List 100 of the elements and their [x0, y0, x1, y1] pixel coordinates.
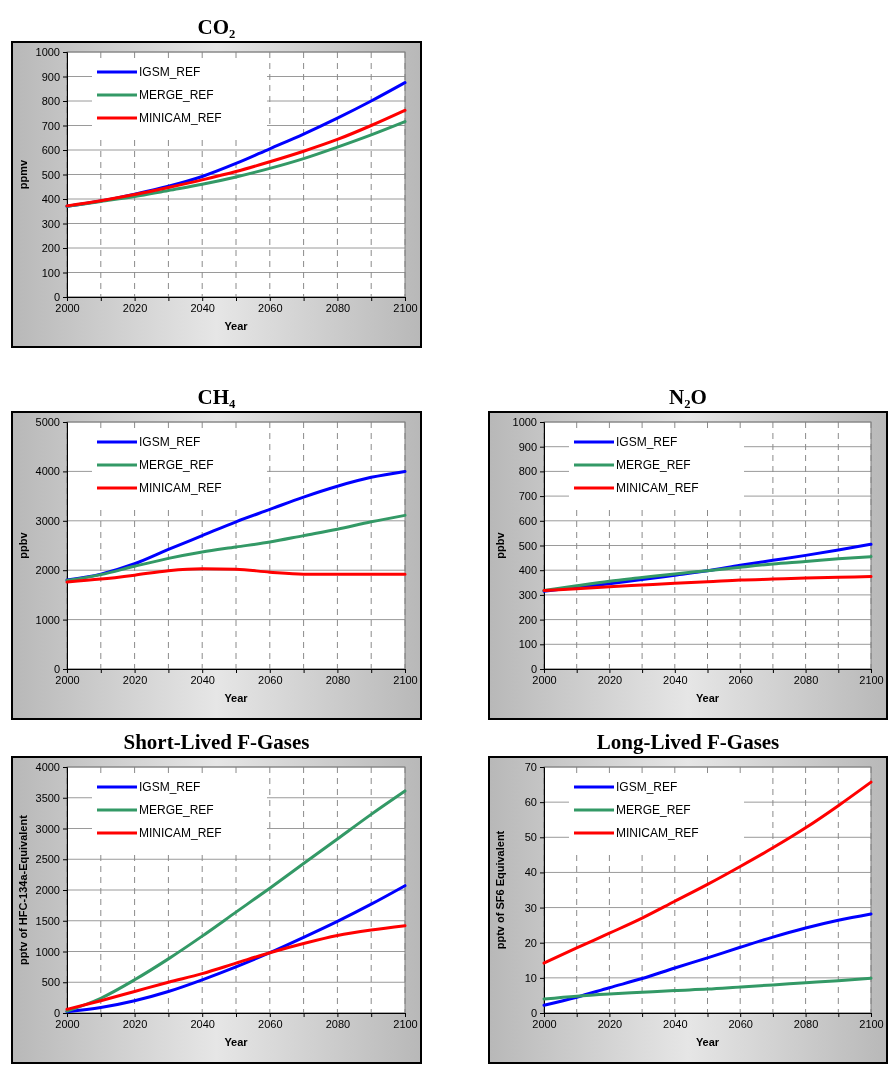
- legend-label: IGSM_REF: [616, 780, 678, 794]
- y-tick-label: 60: [524, 796, 537, 809]
- x-tick-label: 2080: [793, 673, 819, 686]
- y-tick-label: 600: [41, 144, 60, 157]
- x-tick-label: 2040: [190, 1017, 215, 1030]
- legend-label: MINICAM_REF: [139, 111, 222, 125]
- y-axis-title: ppmv: [17, 158, 29, 190]
- y-tick-label: 200: [41, 242, 60, 255]
- y-tick-label: 10: [524, 971, 537, 984]
- y-tick-label: 800: [518, 465, 537, 478]
- y-tick-label: 2500: [35, 853, 60, 866]
- y-tick-label: 1000: [35, 613, 60, 626]
- y-tick-label: 500: [518, 539, 537, 552]
- y-tick-label: 2000: [35, 884, 60, 897]
- x-tick-label: 2060: [258, 301, 283, 314]
- x-tick-label: 2100: [859, 673, 884, 686]
- chart-title: CH₄: [197, 385, 237, 409]
- y-tick-label: 40: [524, 866, 537, 879]
- x-tick-label: 2020: [122, 301, 148, 314]
- legend-label: MINICAM_REF: [616, 826, 699, 840]
- y-axis-title: pptv of HFC-134a-Equivalent: [17, 814, 29, 965]
- y-tick-label: 50: [524, 831, 537, 844]
- x-tick-label: 2020: [122, 1017, 148, 1030]
- y-tick-label: 400: [518, 564, 537, 577]
- y-tick-label: 900: [518, 440, 537, 453]
- x-tick-label: 2040: [663, 673, 688, 686]
- y-tick-label: 300: [518, 588, 537, 601]
- x-tick-label: 2060: [258, 673, 283, 686]
- y-tick-label: 400: [41, 193, 60, 206]
- y-tick-label: 1500: [35, 914, 60, 927]
- legend-label: MERGE_REF: [139, 458, 214, 472]
- x-tick-label: 2100: [859, 1017, 884, 1030]
- x-tick-label: 2080: [325, 301, 351, 314]
- line-series: [65, 567, 407, 584]
- line-series: [65, 884, 407, 1014]
- legend-label: MINICAM_REF: [616, 481, 699, 495]
- y-tick-label: 0: [53, 663, 60, 676]
- y-tick-label: 20: [524, 936, 537, 949]
- y-axis-title: pptv of SF6 Equivalent: [494, 830, 506, 950]
- legend-label: IGSM_REF: [616, 435, 678, 449]
- y-tick-label: 70: [524, 761, 537, 774]
- x-tick-label: 2060: [728, 1017, 753, 1030]
- y-axis-title: ppbv: [17, 531, 29, 559]
- legend-label: MERGE_REF: [616, 803, 691, 817]
- y-tick-label: 300: [41, 217, 60, 230]
- y-tick-label: 900: [41, 70, 60, 83]
- y-tick-label: 0: [53, 291, 60, 304]
- x-tick-label: 2020: [122, 673, 148, 686]
- x-tick-label: 2060: [728, 673, 753, 686]
- x-tick-label: 2080: [325, 1017, 351, 1030]
- chart-title: CO₂: [197, 15, 236, 39]
- y-tick-label: 3000: [35, 822, 60, 835]
- y-tick-label: 30: [524, 901, 537, 914]
- line-series: [65, 924, 407, 1011]
- x-tick-label: 2100: [393, 1017, 418, 1030]
- x-tick-label: 2100: [393, 673, 418, 686]
- y-axis-title: ppbv: [494, 531, 506, 559]
- y-tick-label: 500: [41, 976, 60, 989]
- x-tick-label: 2100: [393, 301, 418, 314]
- y-tick-label: 800: [41, 95, 60, 108]
- chart-title: Short-Lived F-Gases: [123, 730, 310, 754]
- y-tick-label: 0: [53, 1007, 60, 1020]
- y-tick-label: 100: [41, 266, 60, 279]
- x-tick-label: 2020: [597, 1017, 623, 1030]
- x-axis-title: Year: [695, 692, 720, 704]
- x-tick-label: 2020: [597, 673, 623, 686]
- y-tick-label: 5000: [35, 416, 60, 429]
- y-tick-label: 1000: [512, 416, 537, 429]
- legend-label: IGSM_REF: [139, 435, 201, 449]
- chart-title: N₂O: [669, 385, 707, 409]
- y-tick-label: 3000: [35, 514, 60, 527]
- y-tick-label: 2000: [35, 564, 60, 577]
- y-tick-label: 500: [41, 168, 60, 181]
- y-tick-label: 1000: [35, 945, 60, 958]
- x-axis-title: Year: [695, 1036, 720, 1048]
- line-series: [542, 976, 873, 1001]
- y-tick-label: 600: [518, 514, 537, 527]
- x-tick-label: 2040: [190, 673, 215, 686]
- x-axis-title: Year: [224, 692, 249, 704]
- y-tick-label: 4000: [35, 465, 60, 478]
- line-series: [542, 780, 873, 965]
- y-tick-label: 0: [530, 1007, 537, 1020]
- legend-label: IGSM_REF: [139, 780, 201, 794]
- x-tick-label: 2060: [258, 1017, 283, 1030]
- y-tick-label: 200: [518, 613, 537, 626]
- y-tick-label: 1000: [35, 46, 60, 59]
- y-tick-label: 700: [41, 119, 60, 132]
- legend-label: MERGE_REF: [139, 803, 214, 817]
- x-axis-title: Year: [224, 320, 249, 332]
- x-axis-title: Year: [224, 1036, 249, 1048]
- x-tick-label: 2040: [190, 301, 215, 314]
- y-tick-label: 3500: [35, 791, 60, 804]
- legend-label: MINICAM_REF: [139, 826, 222, 840]
- legend-label: MERGE_REF: [616, 458, 691, 472]
- y-tick-label: 0: [530, 663, 537, 676]
- line-series: [65, 513, 407, 583]
- y-tick-label: 700: [518, 490, 537, 503]
- x-tick-label: 2040: [663, 1017, 688, 1030]
- line-series: [542, 575, 873, 592]
- y-tick-label: 4000: [35, 761, 60, 774]
